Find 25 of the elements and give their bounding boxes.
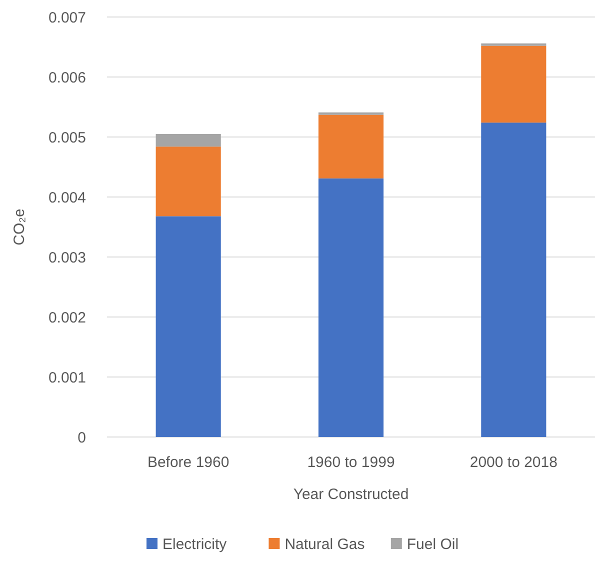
y-axis-title: CO₂e [11,208,28,246]
y-tick-label: 0.005 [48,129,86,146]
y-tick-label: 0.003 [48,249,86,266]
y-tick-label: 0.001 [48,369,86,386]
bar [318,178,384,437]
x-tick-label: 2000 to 2018 [470,454,558,471]
legend-label: Electricity [162,536,228,553]
bar [481,46,546,123]
bar [156,216,221,437]
x-tick-label: 1960 to 1999 [307,454,395,471]
y-tick-label: 0.004 [48,189,86,206]
y-tick-label: 0 [78,429,86,446]
x-tick-label: Before 1960 [147,454,230,471]
y-tick-label: 0.002 [48,309,86,326]
bar [481,122,546,437]
bar [318,112,384,115]
y-tick-label: 0.007 [48,9,86,26]
bar [481,43,546,46]
bar [156,146,221,216]
bar [156,134,221,147]
y-tick-label: 0.006 [48,69,86,86]
legend-label: Natural Gas [284,536,365,553]
bar [318,114,384,178]
legend-label: Fuel Oil [406,536,459,553]
x-axis-title: Year Constructed [293,486,409,503]
